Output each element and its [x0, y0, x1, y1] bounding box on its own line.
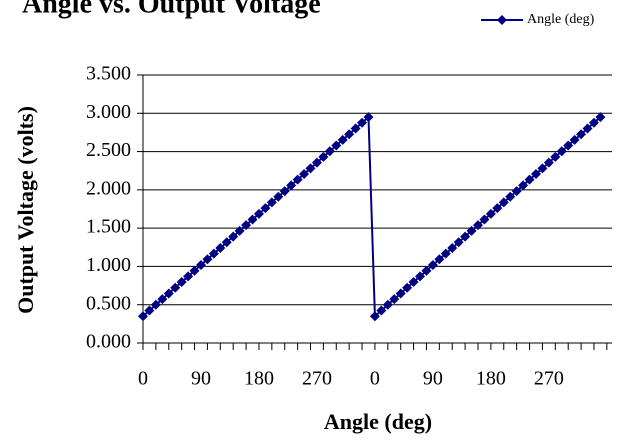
- marker: [279, 186, 290, 197]
- y-tick-label: 2.000: [86, 177, 131, 199]
- y-tick-label: 2.500: [86, 139, 131, 161]
- marker: [344, 129, 355, 140]
- marker: [247, 214, 258, 225]
- marker: [556, 146, 567, 157]
- marker: [228, 231, 239, 242]
- marker: [273, 191, 284, 202]
- marker: [543, 157, 554, 168]
- marker: [324, 146, 335, 157]
- marker: [144, 305, 155, 316]
- marker: [408, 277, 419, 288]
- marker: [163, 288, 174, 299]
- marker: [588, 117, 599, 128]
- marker: [369, 311, 380, 322]
- y-axis-title: Output Voltage (volts): [13, 106, 38, 314]
- marker: [582, 123, 593, 134]
- marker: [576, 129, 587, 140]
- marker: [292, 174, 303, 185]
- marker: [376, 305, 387, 316]
- marker: [305, 163, 316, 174]
- marker: [421, 265, 432, 276]
- marker: [357, 117, 368, 128]
- marker: [460, 231, 471, 242]
- marker: [150, 299, 161, 310]
- marker: [389, 294, 400, 305]
- marker: [260, 203, 271, 214]
- marker: [479, 214, 490, 225]
- marker: [498, 197, 509, 208]
- marker: [415, 271, 426, 282]
- y-tick-label: 0.000: [86, 331, 131, 353]
- x-tick-label: 270: [534, 368, 564, 390]
- x-tick-label: 90: [191, 368, 211, 390]
- marker: [473, 220, 483, 231]
- marker: [492, 203, 503, 214]
- x-tick-label: 180: [244, 368, 274, 390]
- marker: [221, 237, 232, 248]
- marker: [176, 277, 187, 288]
- marker: [466, 225, 477, 236]
- marker: [363, 112, 374, 123]
- marker: [266, 197, 277, 208]
- y-tick-label: 3.500: [86, 63, 131, 85]
- marker: [563, 140, 574, 151]
- marker: [505, 191, 516, 202]
- marker: [189, 265, 200, 276]
- x-tick-label: 180: [476, 368, 506, 390]
- series-line: [142, 114, 602, 319]
- chart-title: Angle vs. Output Voltage: [22, 0, 321, 19]
- x-tick-label: 0: [138, 368, 148, 390]
- marker: [195, 259, 206, 270]
- marker: [530, 169, 541, 180]
- marker: [382, 299, 393, 310]
- marker: [311, 157, 322, 168]
- marker: [569, 134, 580, 145]
- marker: [299, 169, 310, 180]
- marker: [518, 180, 529, 191]
- marker: [253, 208, 264, 219]
- x-tick-label: 0: [370, 368, 380, 390]
- x-axis-title: Angle (deg): [324, 409, 432, 434]
- marker: [350, 123, 361, 134]
- marker: [337, 134, 348, 145]
- marker: [447, 242, 458, 253]
- marker: [550, 151, 561, 162]
- marker: [427, 259, 438, 270]
- y-tick-label: 3.000: [86, 101, 131, 123]
- marker: [234, 225, 245, 236]
- legend-label: Angle (deg): [527, 12, 595, 27]
- y-tick-label: 1.500: [86, 216, 131, 238]
- marker: [440, 248, 451, 259]
- x-tick-label: 270: [302, 368, 332, 390]
- marker: [453, 237, 464, 248]
- legend-marker: [497, 15, 507, 25]
- marker: [202, 254, 213, 265]
- marker: [595, 112, 606, 123]
- marker: [241, 220, 252, 231]
- marker: [331, 140, 342, 151]
- marker: [170, 282, 181, 293]
- y-tick-label: 0.500: [86, 292, 131, 314]
- marker: [511, 186, 522, 197]
- marker: [434, 254, 445, 265]
- marker: [318, 151, 329, 162]
- x-tick-label: 90: [423, 368, 443, 390]
- y-tick-label: 1.000: [86, 254, 131, 276]
- marker: [157, 294, 168, 305]
- marker: [537, 163, 548, 174]
- marker: [402, 282, 413, 293]
- marker: [485, 208, 496, 219]
- marker: [215, 242, 226, 253]
- marker: [395, 288, 406, 299]
- marker: [138, 311, 148, 322]
- marker: [183, 271, 194, 282]
- marker: [524, 174, 535, 185]
- marker: [208, 248, 219, 259]
- marker: [286, 180, 297, 191]
